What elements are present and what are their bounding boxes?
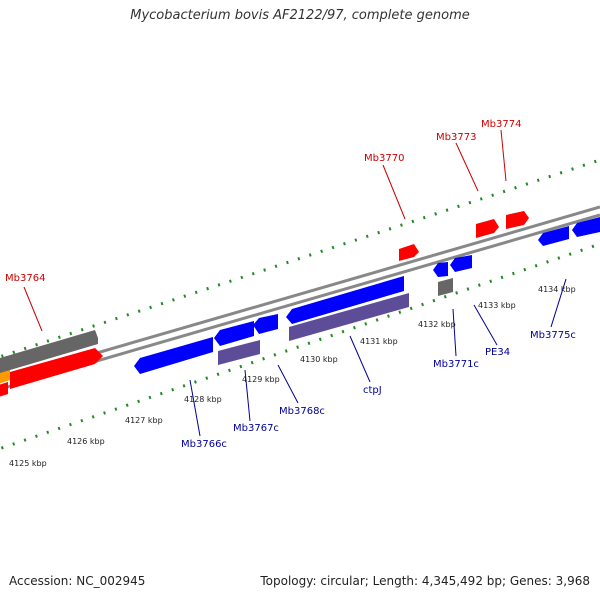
scale-label-4126: 4126 kbp (67, 437, 105, 446)
scale-label-4132: 4132 kbp (418, 320, 456, 329)
scale-label-4127: 4127 kbp (125, 416, 163, 425)
pointer-mb3764 (23, 286, 43, 332)
pointer-mb3768c (277, 364, 299, 404)
label-mb3767c[interactable]: Mb3767c (233, 423, 279, 434)
scale-label-4131: 4131 kbp (360, 337, 398, 346)
accession-text: Accession: NC_002945 (9, 574, 146, 588)
map-title: Mycobacterium bovis AF2122/97, complete … (130, 8, 470, 23)
scale-label-4129: 4129 kbp (242, 375, 280, 384)
gene-reverse-mb3771c-b[interactable] (450, 255, 472, 272)
label-mb3768c[interactable]: Mb3768c (279, 406, 325, 417)
label-mb3773[interactable]: Mb3773 (436, 132, 476, 143)
pointer-mb3773 (455, 142, 479, 192)
pointer-mb3767c (244, 369, 251, 422)
feature-reverse-mb3767c[interactable] (218, 340, 260, 365)
gene-forward-mb3764-grey[interactable] (0, 330, 98, 373)
gene-forward-mb3774[interactable] (506, 211, 529, 229)
scale-label-4133: 4133 kbp (478, 301, 516, 310)
gene-reverse-ctpj[interactable] (286, 276, 404, 324)
pointer-mb3775c (550, 278, 567, 328)
pointer-pe34 (473, 304, 498, 346)
genome-stats-text: Topology: circular; Length: 4,345,492 bp… (260, 574, 590, 588)
label-mb3771c[interactable]: Mb3771c (433, 359, 479, 370)
label-pe34[interactable]: PE34 (485, 347, 510, 358)
gene-reverse-mb3771c-a[interactable] (433, 262, 448, 277)
scale-label-4125: 4125 kbp (9, 459, 47, 468)
pointer-mb3766c (189, 379, 201, 437)
scale-label-4134: 4134 kbp (538, 285, 576, 294)
gene-reverse-mb3775c-a[interactable] (538, 226, 569, 246)
gene-forward-mb3764[interactable] (10, 348, 103, 389)
pointer-mb3774 (500, 129, 507, 182)
pointer-ctpj (349, 335, 371, 383)
gene-reverse-mb3768c-a[interactable] (253, 314, 278, 334)
gene-forward-mb3773[interactable] (476, 219, 499, 238)
scale-label-4130: 4130 kbp (300, 355, 338, 364)
gene-reverse-mb3775c-b[interactable] (572, 217, 600, 237)
gene-reverse-mb3767c-a[interactable] (214, 321, 254, 346)
gene-forward-mb3770[interactable] (399, 244, 419, 261)
label-mb3774[interactable]: Mb3774 (481, 119, 521, 130)
label-mb3770[interactable]: Mb3770 (364, 153, 404, 164)
feature-reverse-ctpj[interactable] (289, 293, 409, 341)
scale-label-4128: 4128 kbp (184, 395, 222, 404)
label-mb3775c[interactable]: Mb3775c (530, 330, 576, 341)
feature-reverse-mb3771c-grey[interactable] (438, 278, 453, 296)
gene-reverse-mb3766c[interactable] (134, 337, 213, 374)
label-mb3766c[interactable]: Mb3766c (181, 439, 227, 450)
pointer-mb3771c (452, 308, 457, 357)
label-mb3764[interactable]: Mb3764 (5, 273, 45, 284)
gene-forward-left-edge[interactable] (0, 382, 8, 398)
pointer-mb3770 (382, 164, 406, 220)
label-ctpj[interactable]: ctpJ (363, 385, 382, 396)
